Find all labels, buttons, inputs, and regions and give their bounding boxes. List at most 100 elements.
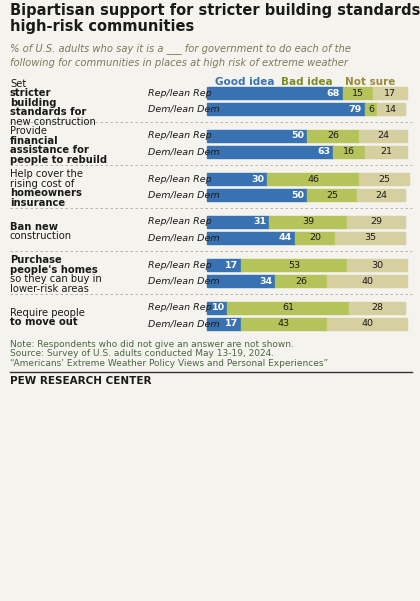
Bar: [295, 232, 335, 244]
Bar: [327, 318, 407, 330]
Text: Purchase: Purchase: [10, 255, 62, 266]
Bar: [357, 189, 405, 201]
Text: 26: 26: [295, 276, 307, 285]
Text: assistance for: assistance for: [10, 145, 89, 156]
Text: 79: 79: [349, 105, 362, 114]
Text: 61: 61: [282, 304, 294, 313]
Bar: [333, 146, 365, 158]
Text: building: building: [10, 98, 57, 108]
Text: Set: Set: [10, 79, 26, 89]
Text: 17: 17: [384, 88, 396, 97]
Text: Source: Survey of U.S. adults conducted May 13-19, 2024.: Source: Survey of U.S. adults conducted …: [10, 350, 274, 359]
Text: % of U.S. adults who say it is a ___ for government to do each of the
following : % of U.S. adults who say it is a ___ for…: [10, 43, 351, 67]
Text: stricter: stricter: [10, 88, 52, 98]
Text: Dem/lean Dem: Dem/lean Dem: [148, 276, 220, 285]
Text: Rep/lean Rep: Rep/lean Rep: [148, 260, 212, 269]
Text: Ban new: Ban new: [10, 222, 58, 232]
Text: insurance: insurance: [10, 198, 65, 208]
Text: people to rebuild: people to rebuild: [10, 155, 107, 165]
Bar: [207, 87, 343, 99]
Text: Rep/lean Rep: Rep/lean Rep: [148, 174, 212, 183]
Text: Require people: Require people: [10, 308, 85, 318]
Bar: [207, 103, 365, 115]
Bar: [207, 146, 333, 158]
Text: to move out: to move out: [10, 317, 78, 328]
Text: 31: 31: [253, 218, 266, 227]
Text: PEW RESEARCH CENTER: PEW RESEARCH CENTER: [10, 376, 152, 386]
Bar: [207, 302, 227, 314]
Bar: [207, 259, 241, 271]
Text: Not sure: Not sure: [345, 77, 395, 87]
Bar: [359, 130, 407, 142]
Text: rising cost of: rising cost of: [10, 179, 74, 189]
Bar: [207, 189, 307, 201]
Text: 40: 40: [361, 276, 373, 285]
Text: 6: 6: [368, 105, 374, 114]
Bar: [267, 173, 359, 185]
Bar: [373, 87, 407, 99]
Text: 39: 39: [302, 218, 314, 227]
Text: Rep/lean Rep: Rep/lean Rep: [148, 304, 212, 313]
Bar: [377, 103, 405, 115]
Text: 24: 24: [377, 132, 389, 141]
Bar: [241, 318, 327, 330]
Bar: [207, 275, 275, 287]
Text: standards for: standards for: [10, 107, 87, 117]
Text: so they can buy in: so they can buy in: [10, 275, 102, 284]
Text: people's homes: people's homes: [10, 265, 98, 275]
Bar: [335, 232, 405, 244]
Bar: [207, 232, 295, 244]
Text: 63: 63: [317, 147, 330, 156]
Text: financial: financial: [10, 136, 59, 146]
Text: Provide: Provide: [10, 126, 47, 136]
Text: 28: 28: [371, 304, 383, 313]
Text: 40: 40: [361, 320, 373, 329]
Text: 15: 15: [352, 88, 364, 97]
Text: 46: 46: [307, 174, 319, 183]
Text: Rep/lean Rep: Rep/lean Rep: [148, 132, 212, 141]
Text: 25: 25: [326, 191, 338, 200]
Text: 35: 35: [364, 234, 376, 242]
Text: Good idea: Good idea: [215, 77, 275, 87]
Bar: [241, 259, 347, 271]
Text: 10: 10: [212, 304, 225, 313]
Text: Help cover the: Help cover the: [10, 169, 83, 180]
Text: Dem/lean Dem: Dem/lean Dem: [148, 105, 220, 114]
Text: 24: 24: [375, 191, 387, 200]
Text: 68: 68: [327, 88, 340, 97]
Text: Dem/lean Dem: Dem/lean Dem: [148, 234, 220, 242]
Text: 26: 26: [327, 132, 339, 141]
Text: Bipartisan support for stricter building standards in: Bipartisan support for stricter building…: [10, 3, 420, 18]
Text: 44: 44: [279, 234, 292, 242]
Text: 17: 17: [225, 320, 238, 329]
Bar: [327, 275, 407, 287]
Bar: [207, 173, 267, 185]
Text: “Americans’ Extreme Weather Policy Views and Personal Experiences”: “Americans’ Extreme Weather Policy Views…: [10, 359, 328, 368]
Text: 29: 29: [370, 218, 382, 227]
Bar: [207, 318, 241, 330]
Text: construction: construction: [10, 231, 72, 242]
Text: Rep/lean Rep: Rep/lean Rep: [148, 88, 212, 97]
Bar: [365, 146, 407, 158]
Text: Dem/lean Dem: Dem/lean Dem: [148, 191, 220, 200]
Text: Rep/lean Rep: Rep/lean Rep: [148, 218, 212, 227]
Text: high-risk communities: high-risk communities: [10, 19, 194, 34]
Text: new construction: new construction: [10, 117, 96, 127]
Bar: [365, 103, 377, 115]
Bar: [207, 216, 269, 228]
Text: 30: 30: [251, 174, 264, 183]
Bar: [227, 302, 349, 314]
Text: 34: 34: [259, 276, 272, 285]
Text: Note: Respondents who did not give an answer are not shown.: Note: Respondents who did not give an an…: [10, 340, 294, 349]
Text: 50: 50: [291, 191, 304, 200]
Text: 43: 43: [278, 320, 290, 329]
Bar: [347, 259, 407, 271]
Text: 17: 17: [225, 260, 238, 269]
Text: Bad idea: Bad idea: [281, 77, 333, 87]
Text: Dem/lean Dem: Dem/lean Dem: [148, 147, 220, 156]
Text: lower-risk areas: lower-risk areas: [10, 284, 89, 294]
Bar: [349, 302, 405, 314]
Text: 50: 50: [291, 132, 304, 141]
Text: 21: 21: [380, 147, 392, 156]
Bar: [359, 173, 409, 185]
